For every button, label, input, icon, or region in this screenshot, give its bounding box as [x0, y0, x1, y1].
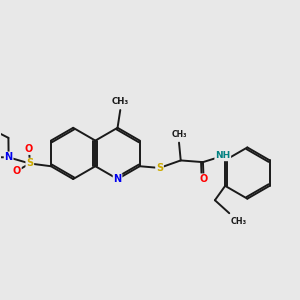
Text: O: O	[200, 174, 208, 184]
Text: CH₃: CH₃	[231, 217, 247, 226]
Text: N: N	[113, 174, 122, 184]
Text: O: O	[25, 144, 33, 154]
Text: CH₃: CH₃	[112, 97, 129, 106]
Text: NH: NH	[215, 152, 230, 160]
Text: S: S	[156, 163, 163, 173]
Text: S: S	[26, 158, 33, 169]
Text: O: O	[13, 166, 21, 176]
Text: CH₃: CH₃	[171, 130, 187, 139]
Text: N: N	[4, 152, 13, 162]
